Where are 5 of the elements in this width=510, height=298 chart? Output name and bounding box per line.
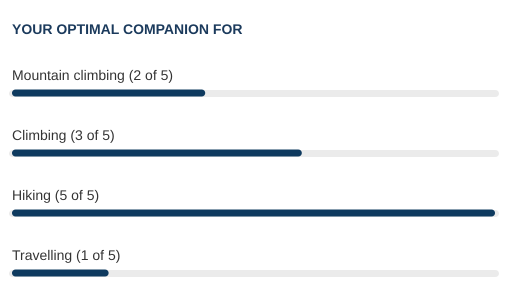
- y-tick-label: Climbing (3 of 5): [12, 127, 115, 143]
- y-tick-label: Travelling (1 of 5): [12, 247, 120, 263]
- y-tick-label: Hiking (5 of 5): [12, 187, 100, 203]
- chart-title: YOUR OPTIMAL COMPANION FOR: [12, 21, 242, 37]
- y-tick-label: Mountain climbing (2 of 5): [12, 67, 174, 83]
